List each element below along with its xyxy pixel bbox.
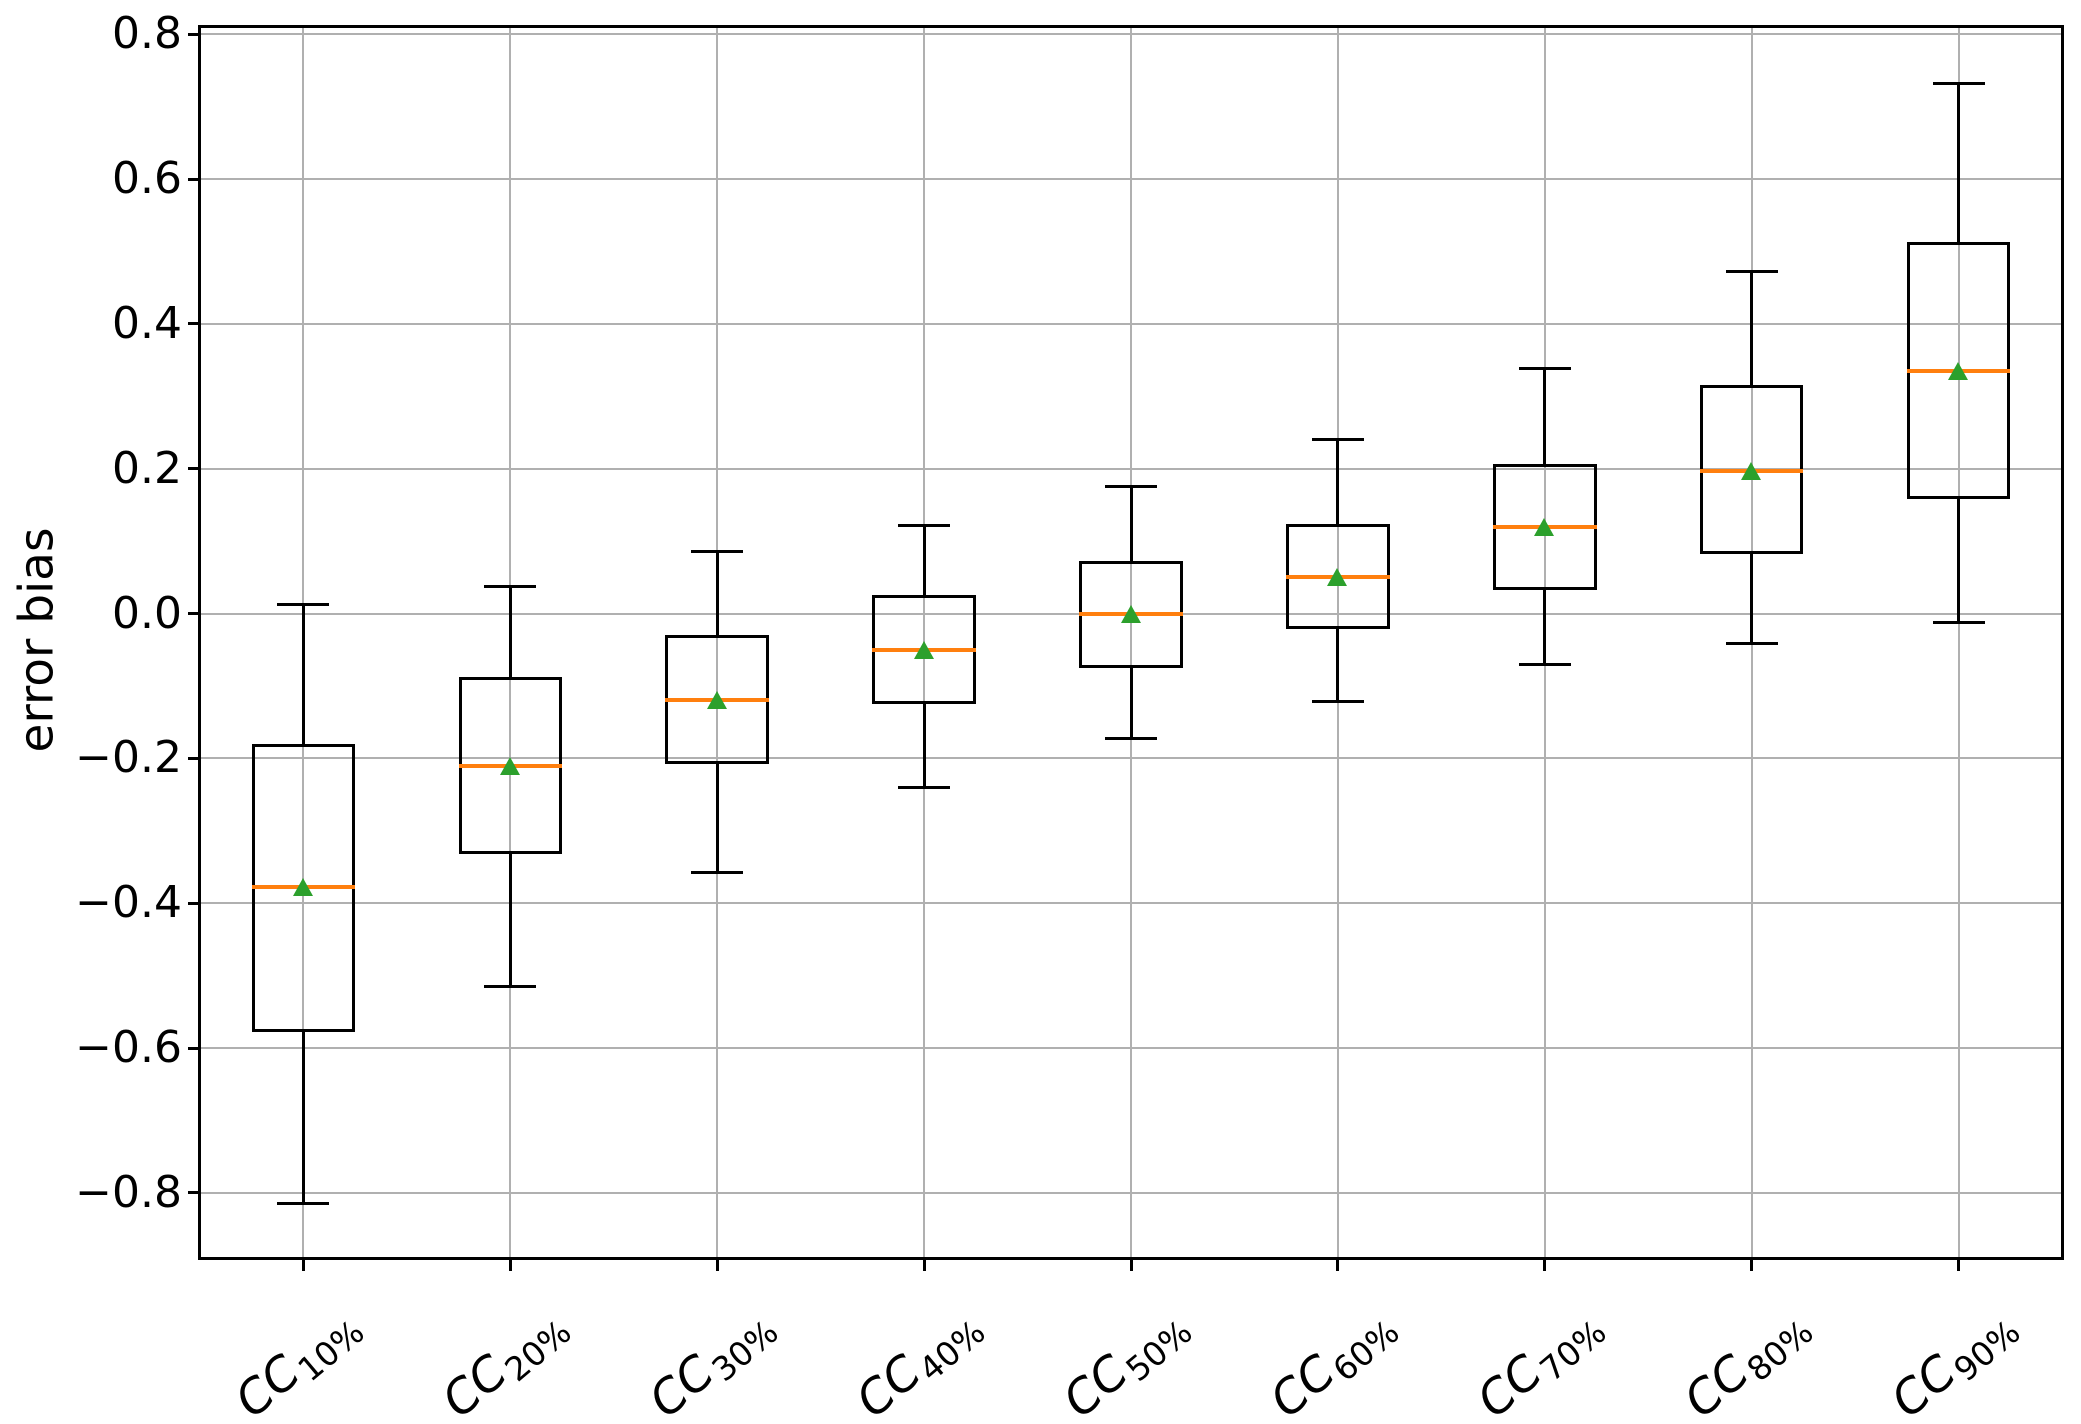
v-gridline	[1130, 27, 1132, 1258]
mean-marker-CC60%	[1327, 568, 1348, 587]
whisker-cap-lower-CC90%	[1932, 620, 1985, 624]
ytick-label-0: 0.0	[112, 587, 182, 639]
x-tick	[715, 1258, 719, 1271]
whisker-lower-CC80%	[1750, 554, 1754, 644]
y-tick	[188, 32, 200, 36]
ytick-label--0.8: −0.8	[75, 1166, 182, 1218]
whisker-upper-CC20%	[508, 586, 512, 677]
x-tick	[301, 1258, 305, 1271]
whisker-cap-upper-CC50%	[1105, 485, 1157, 489]
whisker-lower-CC40%	[922, 704, 926, 788]
xtick-label-text: CC30%	[639, 1296, 786, 1424]
whisker-cap-lower-CC40%	[898, 785, 951, 789]
whisker-upper-CC50%	[1129, 486, 1133, 561]
whisker-cap-lower-CC10%	[277, 1202, 330, 1206]
xtick-label-text: CC40%	[846, 1296, 993, 1424]
xtick-label-text: CC90%	[1881, 1296, 2028, 1424]
xtick-label-text: CC10%	[225, 1296, 372, 1424]
y-tick	[188, 322, 200, 326]
mean-marker-CC70%	[1534, 517, 1555, 536]
whisker-cap-lower-CC80%	[1725, 642, 1778, 646]
whisker-lower-CC70%	[1543, 589, 1547, 665]
ytick-label-0.6: 0.6	[112, 153, 182, 205]
ytick-label--0.2: −0.2	[75, 732, 182, 784]
whisker-lower-CC30%	[715, 764, 719, 873]
y-tick	[188, 1191, 200, 1195]
whisker-lower-CC60%	[1336, 629, 1340, 702]
whisker-upper-CC70%	[1543, 368, 1547, 464]
whisker-cap-upper-CC90%	[1932, 81, 1985, 85]
x-tick	[1957, 1258, 1961, 1271]
x-tick	[922, 1258, 926, 1271]
whisker-upper-CC40%	[922, 525, 926, 596]
y-axis-label: error bias	[9, 527, 65, 753]
mean-marker-CC30%	[706, 691, 727, 710]
y-tick	[188, 467, 200, 471]
y-tick	[188, 901, 200, 905]
v-gridline	[1957, 27, 1960, 1258]
whisker-cap-lower-CC20%	[484, 984, 537, 988]
xtick-label-text: CC50%	[1053, 1296, 1200, 1424]
mean-marker-CC50%	[1120, 604, 1141, 623]
mean-marker-CC90%	[1948, 361, 1969, 380]
whisker-cap-upper-CC10%	[277, 603, 330, 607]
whisker-cap-lower-CC70%	[1518, 662, 1571, 666]
y-tick	[188, 756, 200, 760]
whisker-lower-CC50%	[1129, 667, 1133, 739]
ytick-label-0.8: 0.8	[112, 8, 182, 60]
whisker-lower-CC10%	[301, 1032, 305, 1204]
whisker-upper-CC90%	[1957, 83, 1961, 243]
whisker-cap-upper-CC80%	[1725, 270, 1778, 274]
whisker-upper-CC60%	[1336, 439, 1340, 525]
xtick-label-text: CC60%	[1260, 1296, 1407, 1424]
x-tick	[1129, 1258, 1133, 1271]
whisker-cap-upper-CC30%	[691, 550, 744, 554]
whisker-cap-upper-CC60%	[1311, 438, 1364, 442]
mean-marker-CC10%	[292, 878, 313, 897]
whisker-cap-lower-CC50%	[1105, 736, 1157, 740]
x-tick	[508, 1258, 512, 1271]
mean-marker-CC20%	[499, 756, 520, 775]
mean-marker-CC80%	[1741, 461, 1762, 480]
mean-marker-CC40%	[913, 640, 934, 659]
ytick-label-0.2: 0.2	[112, 442, 182, 494]
y-tick	[188, 1046, 200, 1050]
ytick-label--0.4: −0.4	[75, 877, 182, 929]
whisker-cap-upper-CC40%	[898, 523, 951, 527]
whisker-upper-CC30%	[715, 551, 719, 636]
xtick-label-text: CC20%	[432, 1296, 579, 1424]
v-gridline	[716, 27, 719, 1258]
whisker-cap-lower-CC60%	[1311, 700, 1364, 704]
whisker-cap-upper-CC20%	[484, 584, 537, 588]
whisker-upper-CC80%	[1750, 271, 1754, 385]
x-tick	[1750, 1258, 1754, 1271]
whisker-lower-CC20%	[508, 853, 512, 987]
whisker-upper-CC10%	[301, 604, 305, 744]
ytick-label--0.6: −0.6	[75, 1022, 182, 1073]
y-tick	[188, 177, 200, 181]
x-tick	[1336, 1258, 1340, 1271]
whisker-cap-upper-CC70%	[1518, 367, 1571, 371]
whisker-cap-lower-CC30%	[691, 871, 744, 875]
xtick-label-text: CC80%	[1674, 1296, 1821, 1424]
ytick-label-0.4: 0.4	[112, 297, 182, 349]
x-tick	[1543, 1258, 1547, 1271]
y-tick	[188, 612, 200, 616]
whisker-lower-CC90%	[1957, 499, 1961, 623]
xtick-label-text: CC70%	[1467, 1296, 1614, 1424]
